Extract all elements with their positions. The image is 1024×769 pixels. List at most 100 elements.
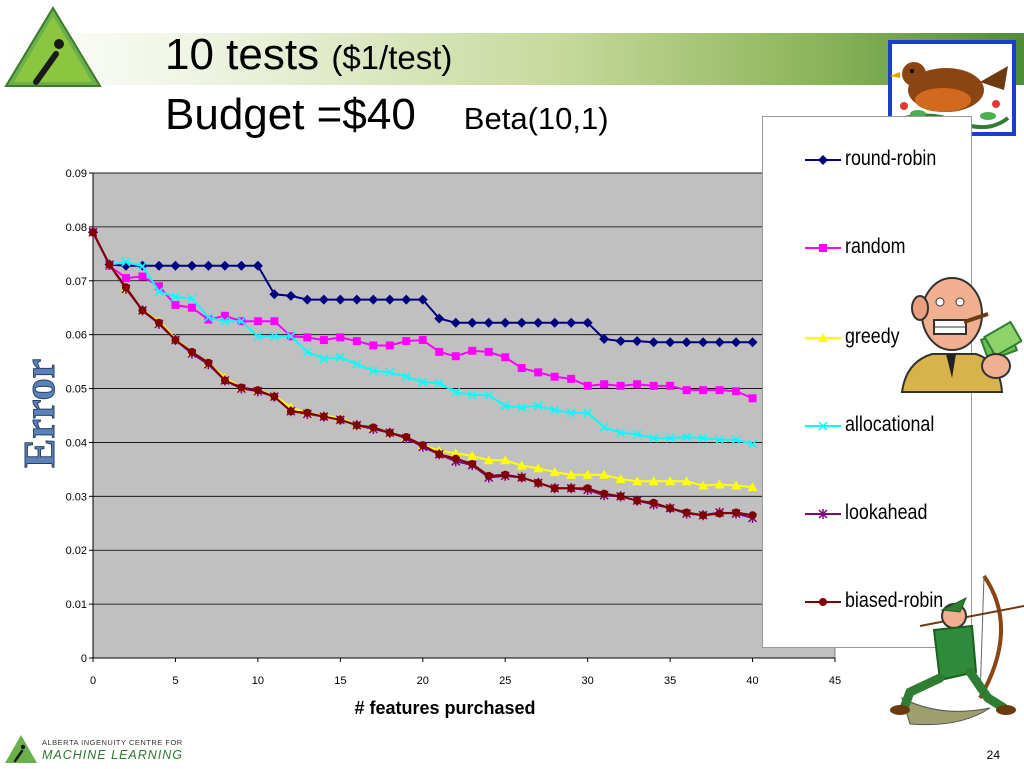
data-point-round-robin xyxy=(368,294,379,305)
data-point-allocational xyxy=(467,390,477,400)
data-point-biased-robin xyxy=(418,441,427,450)
data-point-allocational xyxy=(616,428,626,438)
data-point-round-robin xyxy=(681,337,692,348)
data-point-random xyxy=(204,315,213,324)
data-point-biased-robin xyxy=(220,376,229,385)
legend-item-biased-robin: biased-robin xyxy=(763,587,971,617)
data-point-allocational xyxy=(269,331,279,341)
data-point-biased-robin xyxy=(270,392,279,401)
legend-marker xyxy=(818,155,828,165)
data-point-greedy xyxy=(615,474,626,484)
data-point-biased-robin xyxy=(121,283,130,292)
data-point-allocational xyxy=(665,433,675,443)
data-point-biased-robin xyxy=(385,428,394,437)
data-point-round-robin xyxy=(648,337,659,348)
data-point-round-robin xyxy=(516,317,527,328)
data-point-round-robin xyxy=(401,294,412,305)
data-point-greedy xyxy=(632,476,643,486)
plot-area xyxy=(92,172,836,659)
data-point-random xyxy=(220,311,229,320)
data-point-round-robin xyxy=(318,294,329,305)
data-point-allocational xyxy=(187,294,197,304)
data-point-allocational xyxy=(121,257,131,267)
data-point-biased-robin xyxy=(567,484,576,493)
data-point-round-robin xyxy=(731,337,742,348)
line-chart: 0 0.01 0.02 0.03 0.04 0.05 0.06 0.07 0.08 0.09 0 5 1… xyxy=(66,168,842,687)
data-point-greedy xyxy=(714,479,725,489)
data-point-round-robin xyxy=(269,289,280,300)
data-point-biased-robin xyxy=(402,433,411,442)
data-point-greedy xyxy=(516,460,527,470)
data-point-random xyxy=(600,380,609,389)
data-point-allocational xyxy=(385,367,395,377)
data-point-random xyxy=(484,347,493,356)
data-point-random xyxy=(583,381,592,390)
data-point-random xyxy=(666,381,675,390)
data-point-greedy xyxy=(747,482,758,492)
data-point-greedy xyxy=(450,448,461,458)
data-point-biased-robin xyxy=(699,511,708,520)
data-point-greedy xyxy=(698,480,709,490)
data-point-greedy xyxy=(467,450,478,460)
data-point-allocational xyxy=(451,387,461,397)
x-tick-label: 15 xyxy=(334,675,346,687)
data-point-biased-robin xyxy=(138,306,147,315)
data-point-biased-robin xyxy=(501,470,510,479)
data-point-round-robin xyxy=(483,317,494,328)
data-point-allocational xyxy=(533,401,543,411)
data-point-allocational xyxy=(319,354,329,364)
data-point-biased-robin xyxy=(649,498,658,507)
data-point-round-robin xyxy=(500,317,511,328)
data-point-greedy xyxy=(599,469,610,479)
x-axis-label: # features purchased xyxy=(354,698,536,718)
data-point-random xyxy=(154,282,163,291)
series-allocational xyxy=(88,227,758,449)
data-point-biased-robin xyxy=(435,450,444,459)
data-point-allocational xyxy=(566,408,576,418)
data-point-biased-robin xyxy=(600,489,609,498)
y-axis-label: Error xyxy=(15,358,65,468)
data-point-allocational xyxy=(236,316,246,326)
data-point-biased-robin xyxy=(105,260,114,269)
legend-item-random: random xyxy=(763,233,971,263)
legend-item-round-robin: round-robin xyxy=(763,145,971,175)
data-point-allocational xyxy=(335,352,345,362)
data-point-round-robin xyxy=(698,337,709,348)
data-point-round-robin xyxy=(252,260,263,271)
data-point-allocational xyxy=(649,433,659,443)
data-point-random xyxy=(649,381,658,390)
data-point-round-robin xyxy=(335,294,346,305)
data-point-round-robin xyxy=(203,260,214,271)
data-point-biased-robin xyxy=(633,496,642,505)
data-point-random xyxy=(517,364,526,373)
data-point-biased-robin xyxy=(451,454,460,463)
data-point-biased-robin xyxy=(253,386,262,395)
data-point-round-robin xyxy=(467,317,478,328)
data-point-round-robin xyxy=(533,317,544,328)
data-point-allocational xyxy=(500,401,510,411)
data-point-biased-robin xyxy=(616,492,625,501)
data-point-round-robin xyxy=(434,313,445,324)
data-point-biased-robin xyxy=(336,415,345,424)
data-point-allocational xyxy=(434,378,444,388)
data-point-allocational xyxy=(253,331,263,341)
page-number: 24 xyxy=(986,748,1000,762)
data-point-random xyxy=(187,303,196,312)
y-tick-label: 0.09 xyxy=(66,168,87,180)
data-point-biased-robin xyxy=(237,383,246,392)
legend-swatch xyxy=(805,509,841,519)
x-tick-label: 0 xyxy=(90,675,96,687)
data-point-random xyxy=(567,374,576,383)
data-point-allocational xyxy=(203,312,213,322)
data-point-biased-robin xyxy=(171,336,180,345)
legend-swatch xyxy=(805,421,841,431)
data-point-round-robin xyxy=(170,260,181,271)
data-point-biased-robin xyxy=(682,508,691,517)
data-point-greedy xyxy=(665,476,676,486)
legend-label: random xyxy=(845,235,906,258)
data-point-random xyxy=(418,336,427,345)
y-tick-label: 0.02 xyxy=(66,545,87,557)
data-point-random xyxy=(270,317,279,326)
data-point-random xyxy=(385,341,394,350)
data-point-round-robin xyxy=(566,317,577,328)
